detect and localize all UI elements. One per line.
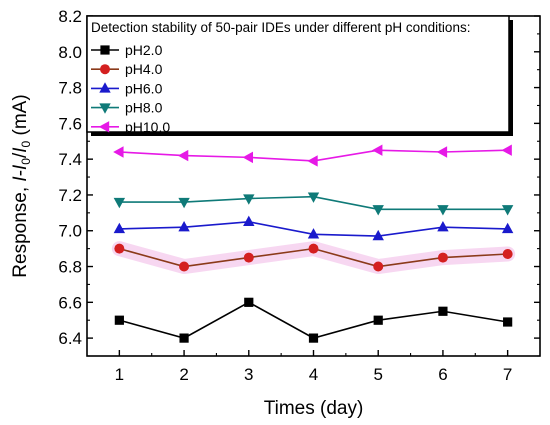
y-axis-title-main: Response, [10,182,31,278]
legend: Detection stability of 50-pair IDEs unde… [86,15,513,136]
data-point [437,220,449,232]
x-tick-label: 1 [115,365,124,384]
x-axis-title: Times (day) [264,398,364,419]
y-tick-label: 7.6 [58,114,82,133]
series-ph8-0 [113,192,514,216]
y-axis-title-slash: / [10,152,31,158]
data-point [372,229,384,241]
data-point [308,243,319,254]
data-point [114,243,125,254]
legend-swatch-marker [98,121,110,133]
data-point [373,261,384,272]
data-point [502,249,513,259]
y-axis-title-dash: - [10,170,31,176]
data-point [178,220,190,232]
x-tick-label: 4 [309,365,318,384]
data-point [501,144,512,156]
series-line [119,301,508,339]
data-point [114,315,124,325]
series-ph6-0 [113,215,514,241]
data-point [179,261,190,272]
y-tick-label: 7.8 [58,79,82,98]
legend-label: pH10.0 [125,119,170,135]
y-axis-title-sub2: 0 [19,140,33,147]
series-ph10-0 [113,144,512,167]
legend-label: pH4.0 [125,61,163,77]
series-layer [113,144,514,343]
y-axis-title: Response, I-I0/I0 (mA) [10,94,33,277]
y-tick-label: 7.4 [58,150,82,169]
y-axis-title-sub1: 0 [19,158,33,165]
y-axis-title-i3: I [10,147,31,153]
data-point [179,333,189,343]
legend-box [86,15,510,133]
y-tick-label: 6.6 [58,293,82,312]
legend-swatch-marker [100,45,110,55]
data-point [373,315,383,325]
x-tick-label: 3 [244,365,253,384]
data-point [113,197,126,209]
y-axis-title-i1: I [10,176,31,182]
data-point [242,151,253,164]
data-point [178,197,190,209]
data-point [501,205,514,216]
data-point [501,222,514,234]
legend-label: pH6.0 [125,80,163,96]
y-tick-label: 8.0 [58,43,82,62]
legend-title: Detection stability of 50-pair IDEs unde… [91,20,470,35]
data-point [113,146,124,158]
x-tick-label: 7 [503,365,512,384]
y-axis-title-unit: (mA) [10,94,31,140]
data-point [503,317,513,327]
y-tick-label: 6.4 [58,329,82,348]
y-tick-label: 7.2 [58,186,82,205]
legend-swatch-marker [99,103,111,114]
data-point [177,149,189,162]
series-ph2-0 [114,297,513,343]
legend-swatch-marker [100,64,110,75]
data-point [307,155,318,167]
data-point [307,228,320,239]
data-point [243,194,255,205]
x-tick-label: 2 [179,365,188,384]
series-ph4-0 [114,243,513,272]
data-point [372,205,384,216]
data-point [437,205,449,216]
ticks-layer: 1 2 3 4 5 6 7 6.4 6.6 6.8 7.0 7.2 7.4 7.6 7.8 8.0 8.2 [58,7,540,384]
data-point [244,297,254,307]
data-point [243,215,255,226]
y-tick-label: 6.8 [58,258,82,277]
legend-swatch-marker [99,82,111,93]
y-tick-label: 7.0 [58,222,82,241]
legend-label: pH2.0 [125,42,163,58]
data-point [438,306,448,316]
x-tick-label: 5 [373,365,382,384]
legend-label: pH8.0 [125,100,163,116]
data-point [437,252,448,263]
data-point [113,222,126,234]
y-tick-label: 8.2 [58,7,82,26]
data-point [307,192,320,203]
data-point [243,252,254,263]
data-point [308,333,319,343]
data-point [372,144,383,156]
x-tick-label: 6 [438,365,447,384]
y-axis-title-i2: I [10,164,31,170]
data-point [436,146,448,158]
